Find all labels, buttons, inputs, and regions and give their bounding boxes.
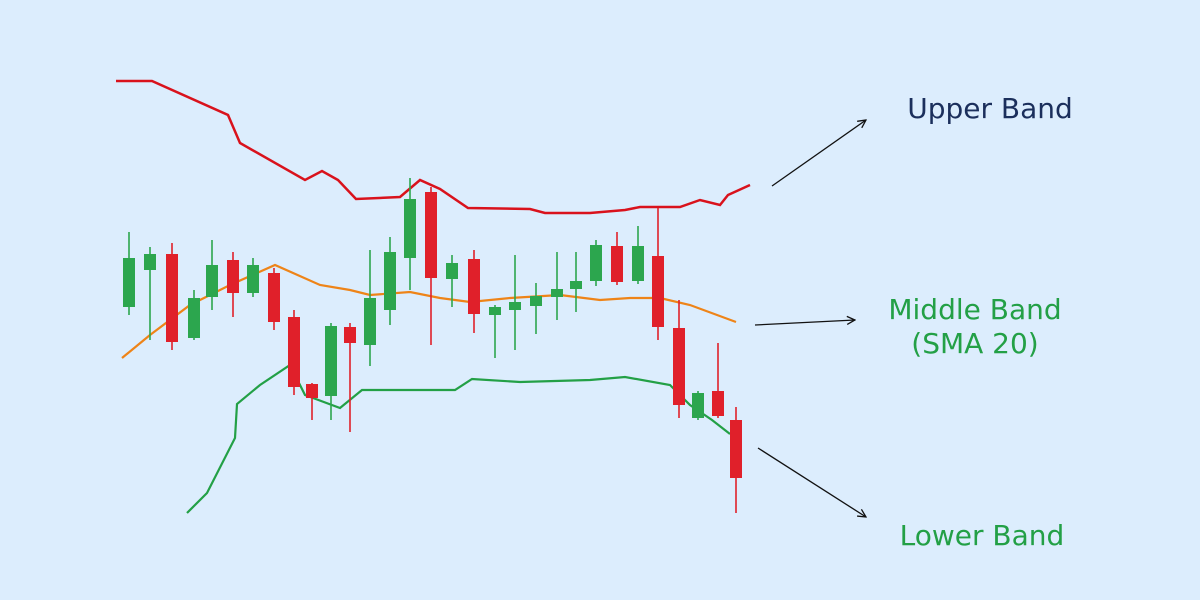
middle-band-line	[121, 263, 737, 359]
candle-body	[404, 199, 416, 258]
candle-body	[425, 192, 437, 278]
candle-body	[166, 254, 178, 342]
candle-body	[570, 281, 582, 289]
candle-body	[123, 258, 135, 307]
candle-body	[652, 256, 664, 327]
candle-body	[325, 326, 337, 396]
candle-body	[692, 393, 704, 418]
sma-label: (SMA 20)	[911, 327, 1038, 360]
candle-body	[611, 246, 623, 282]
lower-band-label: Lower Band	[900, 519, 1065, 552]
arrow	[771, 120, 866, 187]
candle-body	[551, 289, 563, 297]
candle-body	[730, 420, 742, 478]
candle-body	[306, 384, 318, 398]
upper-band-line	[116, 79, 751, 215]
candle-body	[188, 298, 200, 338]
candle-body	[227, 260, 239, 293]
candle-body	[590, 245, 602, 281]
candle-body	[446, 263, 458, 279]
candle-body	[673, 328, 685, 405]
candle-body	[632, 246, 644, 281]
candle-body	[489, 307, 501, 315]
candle-body	[712, 391, 724, 416]
candle-body	[144, 254, 156, 270]
candles	[123, 178, 742, 513]
middle-band-label: Middle Band	[888, 293, 1061, 326]
candle-body	[468, 259, 480, 314]
upper-band-label: Upper Band	[907, 92, 1073, 125]
candle-body	[247, 265, 259, 293]
candle-body	[288, 317, 300, 387]
candle-body	[268, 273, 280, 322]
arrow	[754, 320, 855, 326]
candle-body	[384, 252, 396, 310]
candle-body	[364, 298, 376, 345]
candle-body	[530, 296, 542, 306]
candle-body	[509, 302, 521, 310]
candle-body	[206, 265, 218, 297]
candle-body	[344, 327, 356, 343]
arrow	[757, 447, 866, 517]
